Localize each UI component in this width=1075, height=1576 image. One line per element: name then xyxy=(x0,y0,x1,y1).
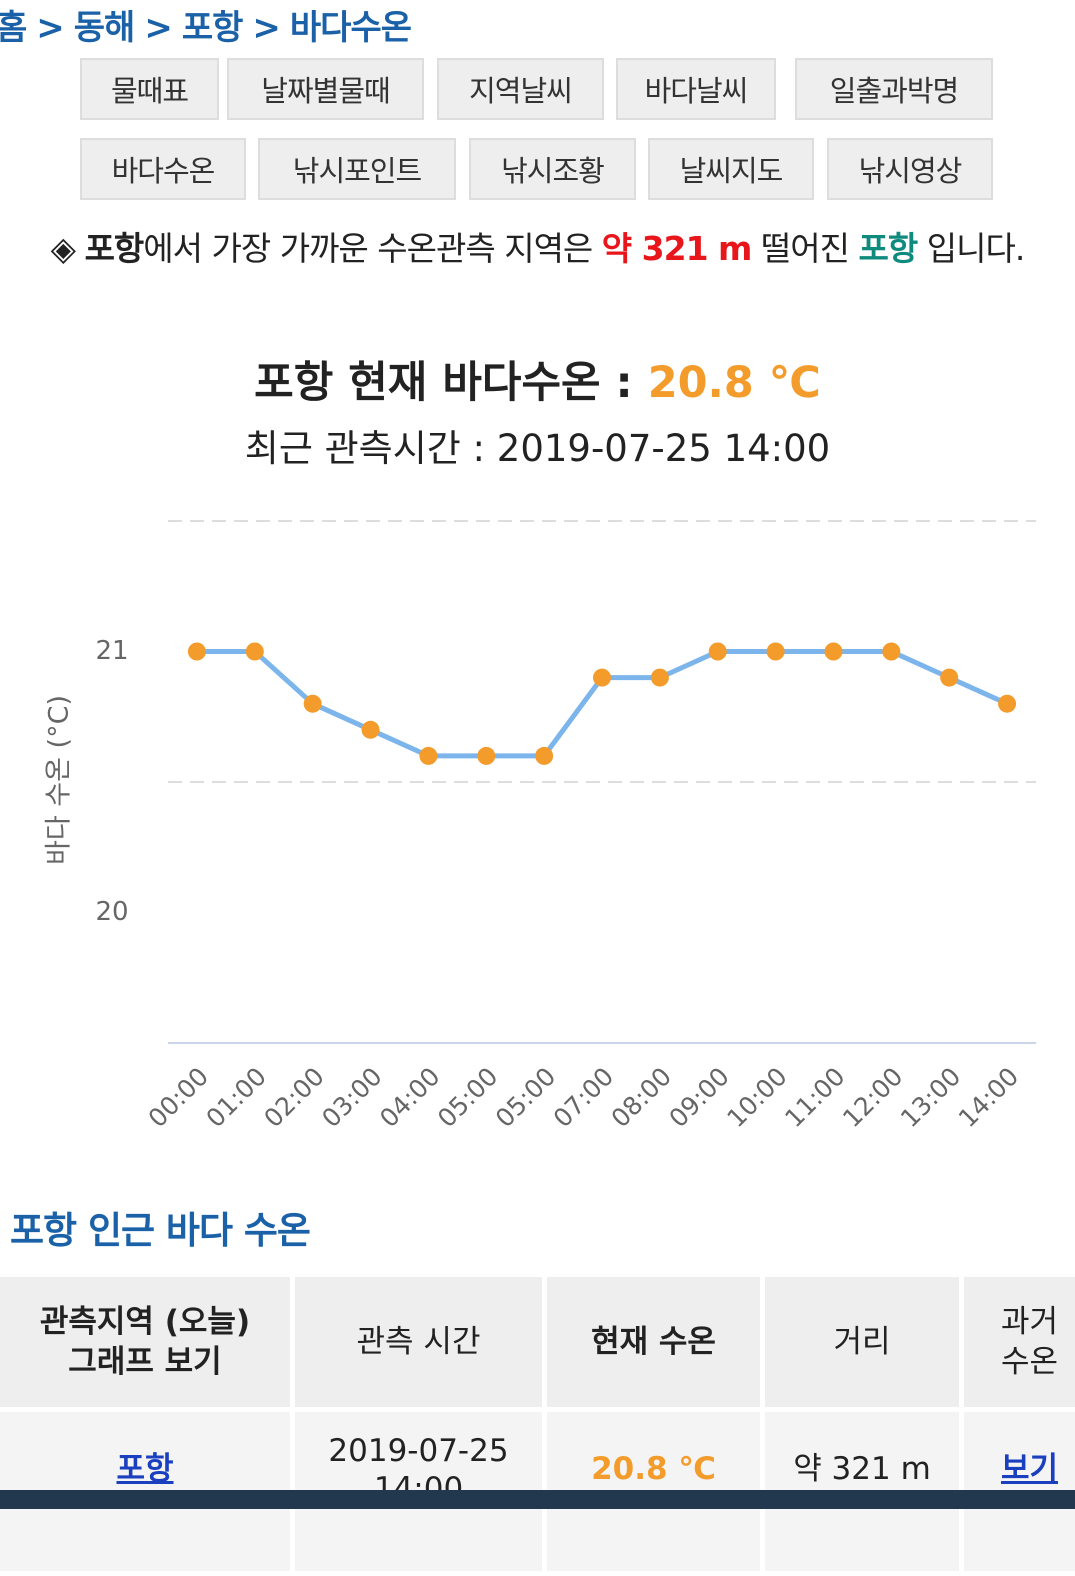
x-tick-label: 09:00 xyxy=(663,1062,734,1133)
point xyxy=(766,642,785,661)
point xyxy=(361,720,380,739)
point xyxy=(998,694,1017,713)
column-header: 관측지역 (오늘) 그래프 보기 xyxy=(0,1277,290,1407)
x-tick-label: 10:00 xyxy=(721,1062,792,1133)
header-row: 관측지역 (오늘) 그래프 보기 관측 시간 현재 수온 거리 과거 수온 xyxy=(0,1277,1075,1407)
menu-button[interactable]: 바다날씨 xyxy=(616,58,776,120)
x-tick-label: 13:00 xyxy=(895,1062,966,1133)
column-header: 과거 수온 xyxy=(964,1277,1075,1407)
point xyxy=(187,642,206,661)
menu-button[interactable]: 바다수온 xyxy=(80,138,246,200)
y-tick-label: 20 xyxy=(95,897,128,927)
y-axis-title: 바다 수온 (°C) xyxy=(44,695,75,865)
observed-time: 최근 관측시간 : 2019-07-25 14:00 xyxy=(244,427,831,470)
point xyxy=(535,746,554,765)
crumb-link[interactable]: 포항 xyxy=(181,8,244,48)
notice: ◈ 포항에서 가장 가까운 수온관측 지역은 약 321 m 떨어진 포항 입니… xyxy=(30,225,1045,272)
menu-button[interactable]: 날짜별물때 xyxy=(227,58,424,120)
menu-button[interactable]: 낚시조황 xyxy=(469,138,636,200)
column-header: 관측 시간 xyxy=(295,1277,542,1407)
point xyxy=(650,668,669,687)
nav-bar xyxy=(0,1490,1075,1509)
x-tick-label: 07:00 xyxy=(548,1062,619,1133)
x-tick-label: 05:00 xyxy=(432,1062,503,1133)
chart: 바다 수온 (°C) 20 21 00:0001:0002:0003:0004:00… xyxy=(44,520,1036,1133)
cell-link[interactable]: 보기 xyxy=(1000,1451,1059,1487)
point xyxy=(824,642,843,661)
x-tick-label: 04:00 xyxy=(374,1062,445,1133)
notice-text: 떨어진 xyxy=(760,229,850,268)
current-label: 포항 현재 바다수온 : xyxy=(254,358,633,408)
point xyxy=(940,668,959,687)
x-tick-label: 12:00 xyxy=(837,1062,908,1133)
x-tick-label: 14:00 xyxy=(953,1062,1024,1133)
nearby-table: 관측지역 (오늘) 그래프 보기 관측 시간 현재 수온 거리 과거 수온 포항 2019-… xyxy=(0,1272,1075,1576)
point xyxy=(245,642,264,661)
crumb-link[interactable]: 동해 xyxy=(73,8,136,48)
point xyxy=(593,668,611,687)
menu-button[interactable]: 날씨지도 xyxy=(648,138,814,200)
y-tick-label: 21 xyxy=(95,636,128,666)
separator: > xyxy=(36,8,64,48)
point xyxy=(303,694,322,713)
menu-button[interactable]: 낚시포인트 xyxy=(258,138,456,200)
place: 포항 xyxy=(84,229,145,268)
distance: 약 321 m xyxy=(601,229,753,268)
point xyxy=(882,642,901,661)
column-header: 거리 xyxy=(765,1277,959,1407)
x-tick-label: 11:00 xyxy=(779,1062,850,1133)
breadcrumb: 홈 > 동해 > 포항 > 바다수온 xyxy=(0,0,412,49)
cell-link[interactable]: 포항 xyxy=(116,1451,174,1487)
x-tick-label: 08:00 xyxy=(606,1062,677,1133)
separator: > xyxy=(252,8,280,48)
separator: > xyxy=(144,8,172,48)
menu-button[interactable]: 일출과박명 xyxy=(795,58,993,120)
marker: ◈ xyxy=(50,229,76,268)
x-tick-label: 02:00 xyxy=(258,1062,329,1133)
notice-text: 입니다. xyxy=(926,229,1026,268)
menu-button[interactable]: 지역날씨 xyxy=(437,58,604,120)
current-temp: 포항 현재 바다수온 : 20.8 ℃ xyxy=(0,348,1075,410)
crumb-link[interactable]: 바다수온 xyxy=(289,8,412,48)
section-title: 포항 인근 바다 수온 xyxy=(10,1209,311,1252)
menu-button[interactable]: 낚시영상 xyxy=(827,138,993,200)
column-header: 현재 수온 xyxy=(547,1277,760,1407)
notice-text: 에서 가장 가까운 수온관측 지역은 xyxy=(143,229,593,268)
station: 포항 xyxy=(858,229,919,268)
x-tick-label: 05:00 xyxy=(490,1062,561,1133)
point xyxy=(708,642,727,661)
point xyxy=(477,746,496,765)
menu-button[interactable]: 물때표 xyxy=(80,58,219,120)
current-value: 20.8 ℃ xyxy=(647,358,821,408)
crumb-link[interactable]: 홈 xyxy=(0,8,27,48)
point xyxy=(419,746,438,765)
x-tick-label: 01:00 xyxy=(201,1062,272,1133)
x-tick-label: 03:00 xyxy=(316,1062,387,1133)
x-tick-label: 00:00 xyxy=(143,1062,214,1133)
